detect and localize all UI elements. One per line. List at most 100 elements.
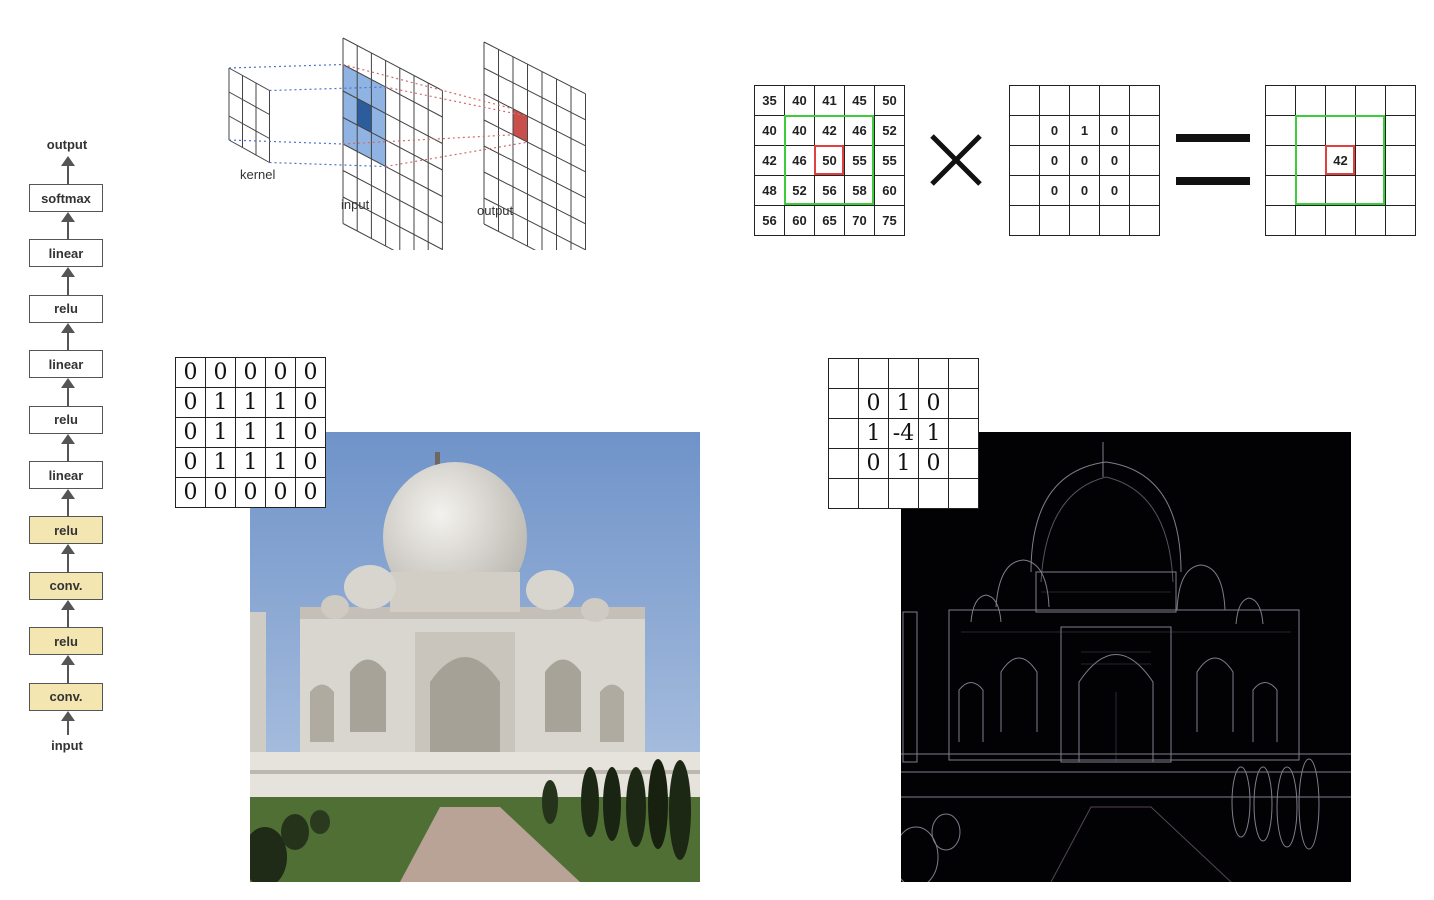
- matrix-cell: 1: [265, 447, 296, 478]
- matrix-cell: 0: [175, 357, 206, 388]
- matrix-cell: 0: [858, 448, 889, 479]
- matrix-cell: [1039, 205, 1070, 236]
- matrix-cell: [1099, 205, 1130, 236]
- matrix-cell: 1: [918, 418, 949, 449]
- matrix-cell: [858, 358, 889, 389]
- edge-kernel-matrix: 0 1 0 1 -4 1 0 1 0: [828, 358, 979, 509]
- network-input-label: input: [51, 738, 83, 753]
- receptive-field-cell: [343, 64, 358, 99]
- matrix-cell: 1: [205, 417, 236, 448]
- output-label: output: [477, 203, 514, 218]
- arrow-line-3: [67, 331, 69, 351]
- arrow-line-0: [67, 165, 69, 184]
- arrowhead-5: [61, 433, 75, 444]
- layer-1: conv.: [29, 682, 103, 711]
- arrowhead-2: [61, 267, 75, 278]
- input-grid-hline: [342, 64, 443, 118]
- layer-8: relu: [29, 294, 103, 323]
- matrix-cell: [1325, 85, 1356, 116]
- matrix-cell: 58: [844, 175, 875, 206]
- matrix-cell: 41: [814, 85, 845, 116]
- output-grid-hline: [483, 41, 586, 95]
- arrowhead-10: [61, 710, 75, 721]
- matrix-cell: [918, 358, 949, 389]
- multiply-sign: [930, 134, 982, 186]
- receptive-field-cell: [371, 79, 386, 114]
- output-grid-hline: [483, 171, 586, 225]
- layer-9: linear: [29, 239, 103, 268]
- matrix-cell: 0: [175, 447, 206, 478]
- matrix-cell: [1325, 175, 1356, 206]
- arrowhead-4: [61, 378, 75, 389]
- matrix-cell: 46: [784, 145, 815, 176]
- matrix-cell: [1069, 85, 1100, 116]
- matrix-cell: [1295, 145, 1326, 176]
- matrix-cell: [1385, 115, 1416, 146]
- layer-2: relu: [29, 627, 103, 656]
- matrix-cell: 35: [754, 85, 785, 116]
- matrix-cell: [1385, 85, 1416, 116]
- matrix-cell: [1039, 85, 1070, 116]
- matrix-cell: 0: [265, 357, 296, 388]
- matrix-cell: [1009, 115, 1040, 146]
- output-grid-hline: [483, 119, 586, 173]
- matrix-cell: 1: [205, 447, 236, 478]
- matrix-cell: 0: [265, 477, 296, 508]
- arrowhead-3: [61, 322, 75, 333]
- matrix-cell: 75: [874, 205, 905, 236]
- matrix-row: [1265, 205, 1416, 236]
- input-grid-hline: [342, 143, 443, 197]
- matrix-cell: 55: [844, 145, 875, 176]
- matrix-cell: [1265, 115, 1296, 146]
- matrix-cell: [1355, 205, 1386, 236]
- output-projection-line: [342, 63, 514, 110]
- matrix-row: [828, 478, 979, 509]
- matrix-cell: [1265, 145, 1296, 176]
- taj-mahal-photo: [250, 432, 700, 882]
- matrix-row: [1265, 115, 1416, 146]
- matrix-cell: [1295, 175, 1326, 206]
- matrix-cell: [1265, 205, 1296, 236]
- matrix-cell: 50: [814, 145, 845, 176]
- matrix-cell: 0: [1069, 145, 1100, 176]
- matrix-row: [1009, 205, 1160, 236]
- arrow-line-8: [67, 608, 69, 628]
- matrix-cell: [1385, 145, 1416, 176]
- kernel-projection-line: [269, 161, 386, 168]
- matrix-row: 35 40 41 45 50: [754, 85, 905, 116]
- output-projection-line: [385, 86, 528, 117]
- layer-6: relu: [29, 405, 103, 434]
- matrix-cell: 0: [1099, 175, 1130, 206]
- matrix-cell: 1: [205, 387, 236, 418]
- matrix-cell: 42: [754, 145, 785, 176]
- matrix-cell: 0: [1069, 175, 1100, 206]
- arrowhead-7: [61, 544, 75, 555]
- matrix-cell: 0: [918, 448, 949, 479]
- matrix-cell: [828, 418, 859, 449]
- matrix-cell: 0: [1099, 115, 1130, 146]
- matrix-cell: [1069, 205, 1100, 236]
- matrix-cell: 0: [295, 477, 326, 508]
- layer-7: linear: [29, 350, 103, 379]
- matrix-cell: 0: [205, 477, 236, 508]
- matrix-cell: [1385, 175, 1416, 206]
- matrix-cell: [1129, 85, 1160, 116]
- matrix-cell: [948, 388, 979, 419]
- matrix-cell: [1129, 175, 1160, 206]
- output-projection-line: [385, 141, 528, 168]
- layer-10: softmax: [29, 184, 103, 212]
- matrix-cell: 0: [858, 388, 889, 419]
- input-grid-hline: [342, 223, 395, 250]
- output-grid-hline: [483, 67, 586, 121]
- matrix-cell: 1: [888, 448, 919, 479]
- arrow-line-5: [67, 442, 69, 461]
- matrix-row: 42 46 50 55 55: [754, 145, 905, 176]
- matrix-cell: 0: [1039, 115, 1070, 146]
- matrix-cell: 1: [235, 447, 266, 478]
- kernel-grid-hline: [228, 67, 270, 91]
